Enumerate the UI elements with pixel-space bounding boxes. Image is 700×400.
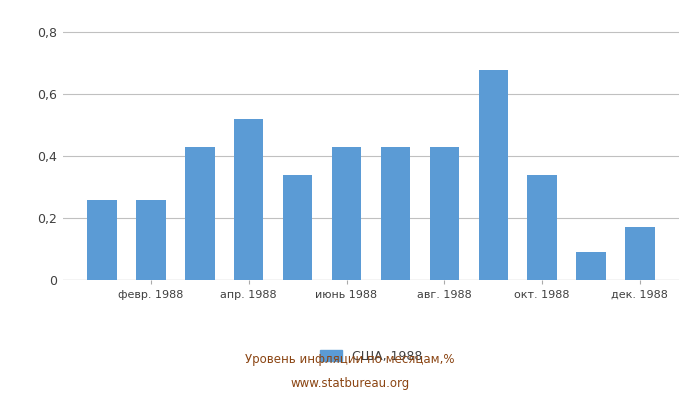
Bar bbox=[88, 200, 117, 280]
Bar bbox=[283, 175, 312, 280]
Legend: США, 1988: США, 1988 bbox=[314, 344, 428, 369]
Bar bbox=[576, 252, 606, 280]
Bar bbox=[136, 200, 166, 280]
Bar bbox=[186, 147, 215, 280]
Text: www.statbureau.org: www.statbureau.org bbox=[290, 378, 410, 390]
Text: Уровень инфляции по месяцам,%: Уровень инфляции по месяцам,% bbox=[245, 354, 455, 366]
Bar bbox=[430, 147, 459, 280]
Bar bbox=[479, 70, 508, 280]
Bar bbox=[332, 147, 361, 280]
Bar bbox=[381, 147, 410, 280]
Bar bbox=[625, 227, 654, 280]
Bar bbox=[234, 119, 263, 280]
Bar bbox=[527, 175, 556, 280]
